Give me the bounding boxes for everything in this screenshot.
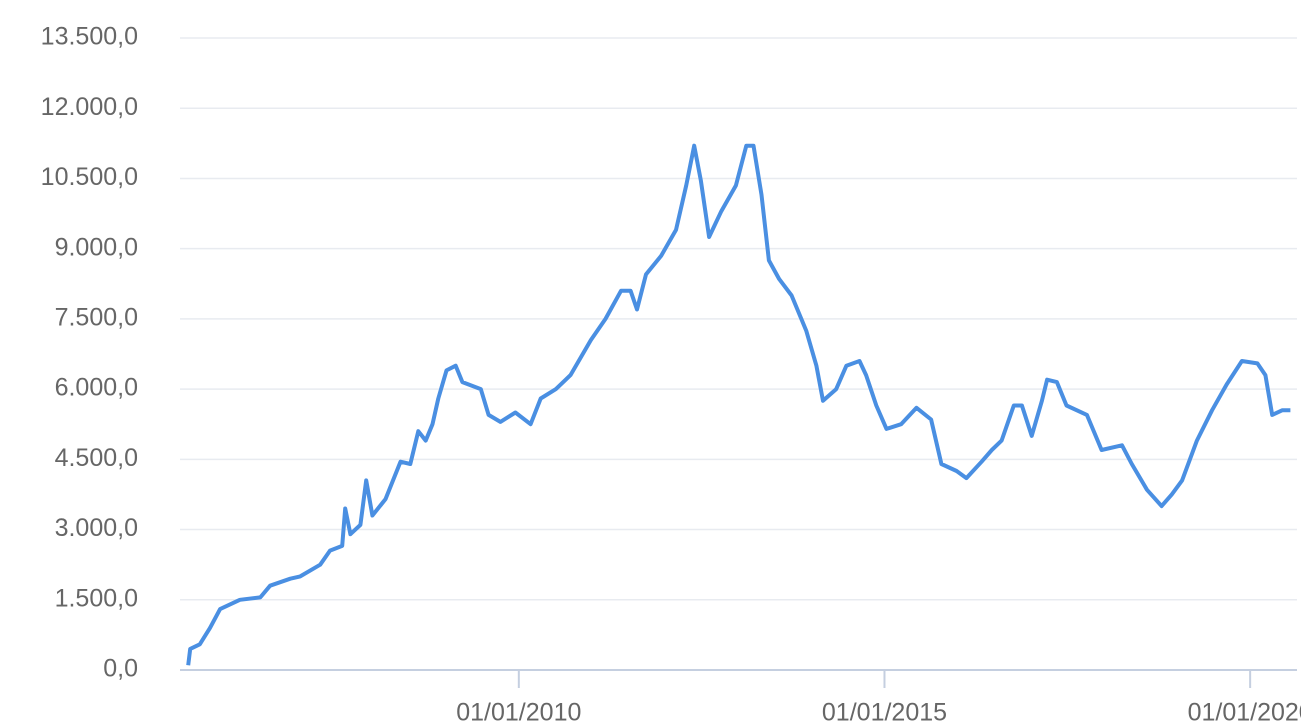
x-tick-label: 01/01/2010 (456, 699, 581, 721)
y-tick-label: 10.500,0 (41, 163, 138, 191)
y-tick-label: 1.500,0 (55, 584, 138, 612)
y-tick-label: 6.000,0 (55, 374, 138, 402)
y-tick-label: 4.500,0 (55, 444, 138, 472)
y-tick-label: 12.000,0 (41, 93, 138, 121)
y-tick-label: 3.000,0 (55, 514, 138, 542)
y-tick-label: 7.500,0 (55, 303, 138, 331)
series-line (186, 143, 1291, 666)
x-tick-label: 01/01/2020 (1188, 699, 1301, 721)
y-tick-label: 9.000,0 (55, 233, 138, 261)
y-tick-label: 0,0 (103, 655, 138, 683)
y-tick-label: 13.500,0 (41, 23, 138, 51)
x-tick-label: 01/01/2015 (822, 699, 947, 721)
